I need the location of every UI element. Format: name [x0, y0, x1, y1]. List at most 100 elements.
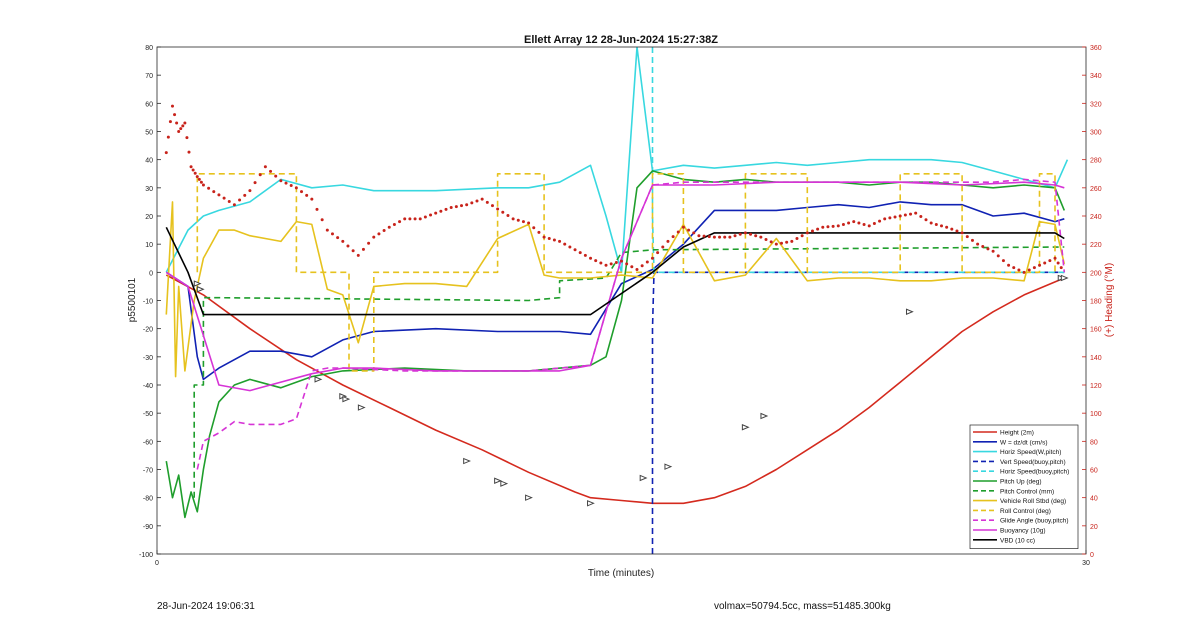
series-height-2m: [165, 274, 1065, 505]
heading-point: [284, 181, 288, 185]
heading-point: [676, 230, 680, 234]
heading-point: [183, 121, 187, 125]
heading-point: [294, 186, 298, 190]
heading-point: [816, 227, 820, 231]
heading-point: [578, 251, 582, 255]
heading-point: [650, 256, 654, 260]
heading-point: [542, 235, 546, 239]
heading-point: [769, 240, 773, 244]
y-tick-label: -50: [143, 411, 153, 418]
y-tick-label: -70: [143, 468, 153, 475]
heading-point: [681, 225, 685, 229]
legend-label: Buoyancy (10g): [1000, 528, 1046, 535]
y-tick-label: -10: [143, 299, 153, 306]
heading-point: [367, 241, 371, 245]
y2-tick-label: 60: [1090, 468, 1098, 475]
legend-label: Vehicle Roll Stbd (deg): [1000, 498, 1066, 505]
series-heading-m: [164, 104, 1063, 274]
series-horiz-speed-w-pitch: [165, 47, 1069, 274]
y-tick-label: -40: [143, 383, 153, 390]
heading-point: [712, 235, 716, 239]
heading-point: [403, 217, 407, 221]
heading-point: [387, 225, 391, 229]
heading-point: [702, 234, 706, 238]
y-tick-label: -60: [143, 439, 153, 446]
y-tick-label: 50: [145, 130, 153, 137]
heading-point: [361, 247, 365, 251]
y2-tick-label: 360: [1090, 45, 1102, 52]
heading-point: [258, 173, 262, 177]
heading-point: [490, 204, 494, 208]
y2-tick-label: 340: [1090, 73, 1102, 80]
heading-point: [671, 235, 675, 239]
heading-point: [759, 235, 763, 239]
heading-point: [805, 231, 809, 235]
heading-point: [418, 217, 422, 221]
heading-point: [187, 150, 191, 154]
height-marker: [760, 412, 769, 420]
heading-point: [310, 197, 314, 201]
heading-point: [687, 228, 691, 232]
heading-point: [723, 235, 727, 239]
y2-tick-label: 200: [1090, 270, 1102, 277]
heading-point: [181, 124, 185, 128]
heading-point: [795, 237, 799, 241]
heading-point: [164, 151, 168, 155]
heading-point: [991, 249, 995, 253]
heading-point: [847, 221, 851, 225]
heading-point: [217, 193, 221, 197]
heading-point: [1043, 261, 1047, 265]
heading-point: [790, 239, 794, 243]
heading-point: [185, 136, 189, 140]
heading-point: [170, 104, 174, 108]
heading-point: [831, 224, 835, 228]
heading-point: [547, 237, 551, 241]
heading-point: [903, 213, 907, 217]
heading-point: [465, 203, 469, 207]
heading-point: [893, 215, 897, 219]
legend-label: W = dz/dt (cm/s): [1000, 439, 1048, 446]
heading-point: [692, 231, 696, 235]
y2-tick-label: 0: [1090, 552, 1094, 559]
heading-point: [888, 216, 892, 220]
heading-point: [470, 201, 474, 205]
height-marker: [639, 474, 648, 482]
height-marker: [587, 500, 595, 507]
heading-point: [589, 256, 593, 260]
y2-tick-label: 300: [1090, 130, 1102, 137]
heading-point: [1027, 268, 1031, 272]
y-tick-label: -30: [143, 355, 153, 362]
heading-point: [1001, 259, 1005, 263]
heading-point: [511, 217, 515, 221]
heading-point: [222, 196, 226, 200]
heading-point: [924, 218, 928, 222]
height-marker: [342, 395, 351, 403]
heading-point: [279, 179, 283, 183]
heading-point: [970, 238, 974, 242]
series-roll-control-deg: [196, 173, 1056, 372]
heading-point: [521, 220, 525, 224]
heading-point: [460, 204, 464, 208]
heading-point: [413, 217, 417, 221]
heading-point: [532, 226, 536, 230]
heading-point: [976, 242, 980, 246]
height-marker: [741, 424, 750, 431]
heading-point: [168, 120, 172, 124]
legend-label: Horiz Speed(W,pitch): [1000, 449, 1061, 456]
heading-point: [175, 121, 179, 125]
heading-point: [1038, 263, 1042, 267]
legend: Height (2m) W = dz/dt (cm/s) Horiz Speed(W…: [969, 424, 1079, 549]
heading-point: [1022, 270, 1026, 274]
heading-point: [568, 245, 572, 249]
series-horiz-speed-buoy-pitch: [651, 47, 1065, 274]
heading-point: [300, 190, 304, 194]
y2-tick-label: 140: [1090, 355, 1102, 362]
height-marker: [525, 494, 533, 501]
heading-point: [774, 242, 778, 246]
y-tick-label: 10: [145, 242, 153, 249]
heading-point: [232, 203, 236, 207]
heading-point: [857, 221, 861, 225]
heading-point: [939, 224, 943, 228]
heading-point: [392, 222, 396, 226]
heading-point: [661, 245, 665, 249]
